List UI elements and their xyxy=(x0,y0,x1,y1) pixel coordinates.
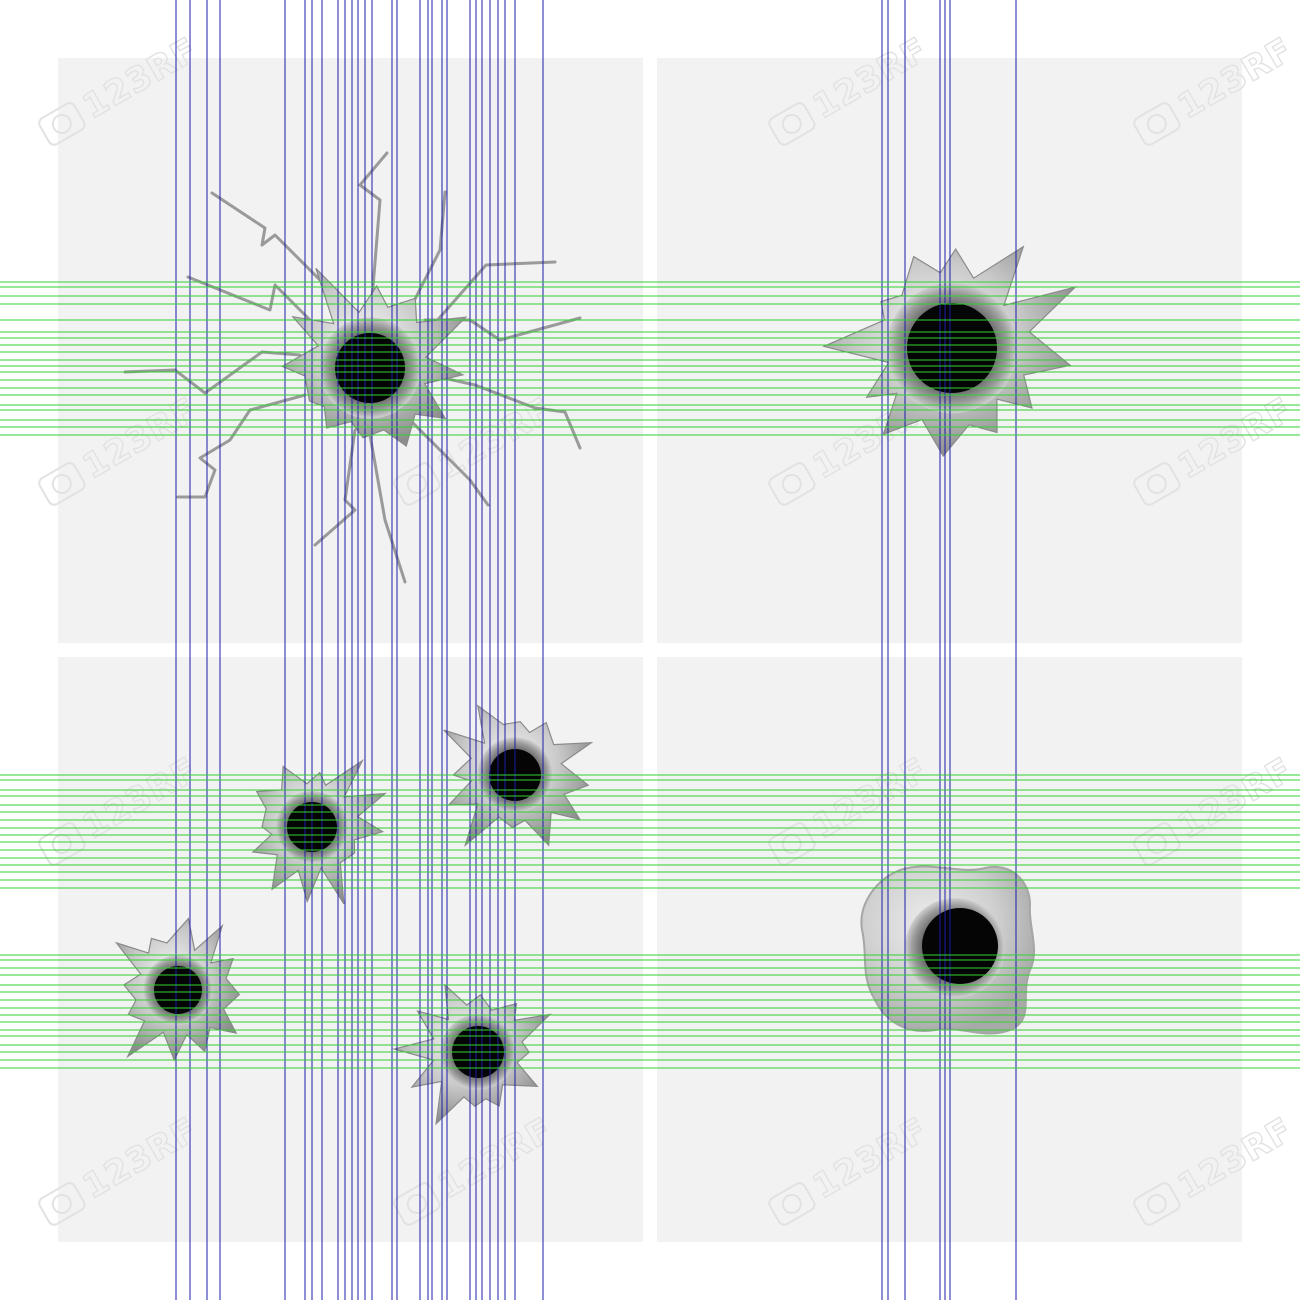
background-panels xyxy=(58,58,1242,1242)
